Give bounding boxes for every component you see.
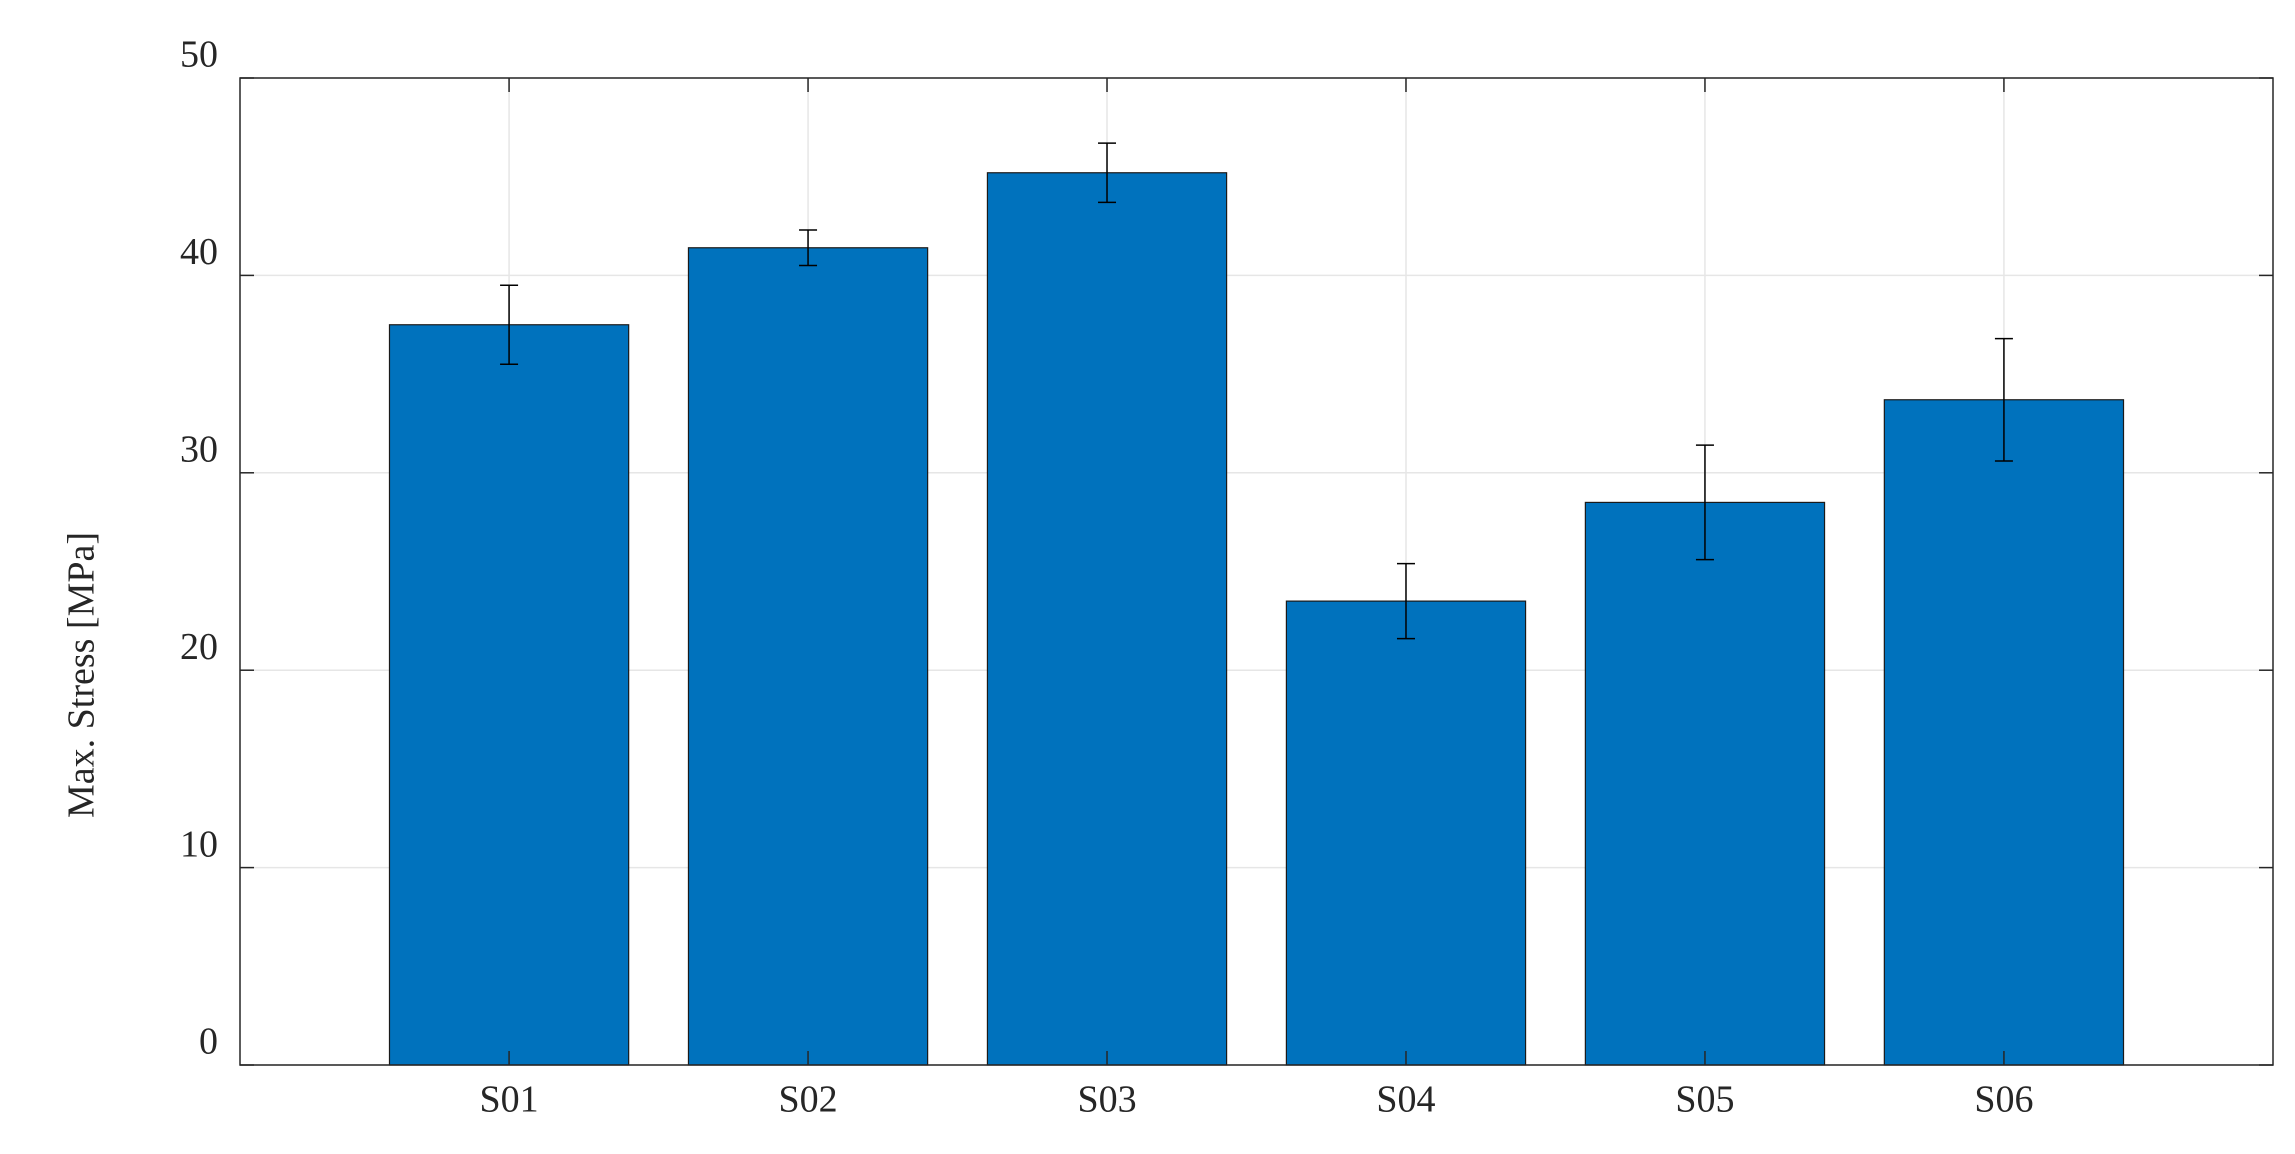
error-bar: [1396, 562, 1415, 640]
bar: [1883, 399, 2125, 1066]
x-tick-label: S02: [778, 1079, 837, 1121]
y-tick-label: 40: [180, 231, 218, 273]
x-tick-label: S03: [1077, 1079, 1136, 1121]
y-axis-label: Max. Stress [MPa]: [61, 532, 103, 818]
x-tick-label: S01: [480, 1079, 539, 1121]
bar: [1584, 501, 1826, 1066]
error-bar: [799, 229, 818, 267]
y-tick-label: 50: [180, 34, 218, 76]
error-bar: [1994, 337, 2013, 462]
error-bar: [1695, 444, 1714, 561]
y-tick-label: 0: [199, 1021, 218, 1063]
bar: [388, 324, 630, 1066]
x-tick-label: S05: [1675, 1079, 1734, 1121]
plot-frame: [239, 77, 2274, 1066]
y-tick-label: 10: [180, 823, 218, 865]
bar: [986, 172, 1228, 1066]
bar: [1285, 600, 1527, 1066]
x-tick-label: S06: [1974, 1079, 2033, 1121]
y-tick-label: 20: [180, 626, 218, 668]
y-tick-label: 30: [180, 429, 218, 471]
bar: [687, 247, 929, 1066]
x-tick-label: S04: [1376, 1079, 1435, 1121]
error-bar: [500, 284, 519, 365]
error-bar: [1098, 142, 1117, 204]
